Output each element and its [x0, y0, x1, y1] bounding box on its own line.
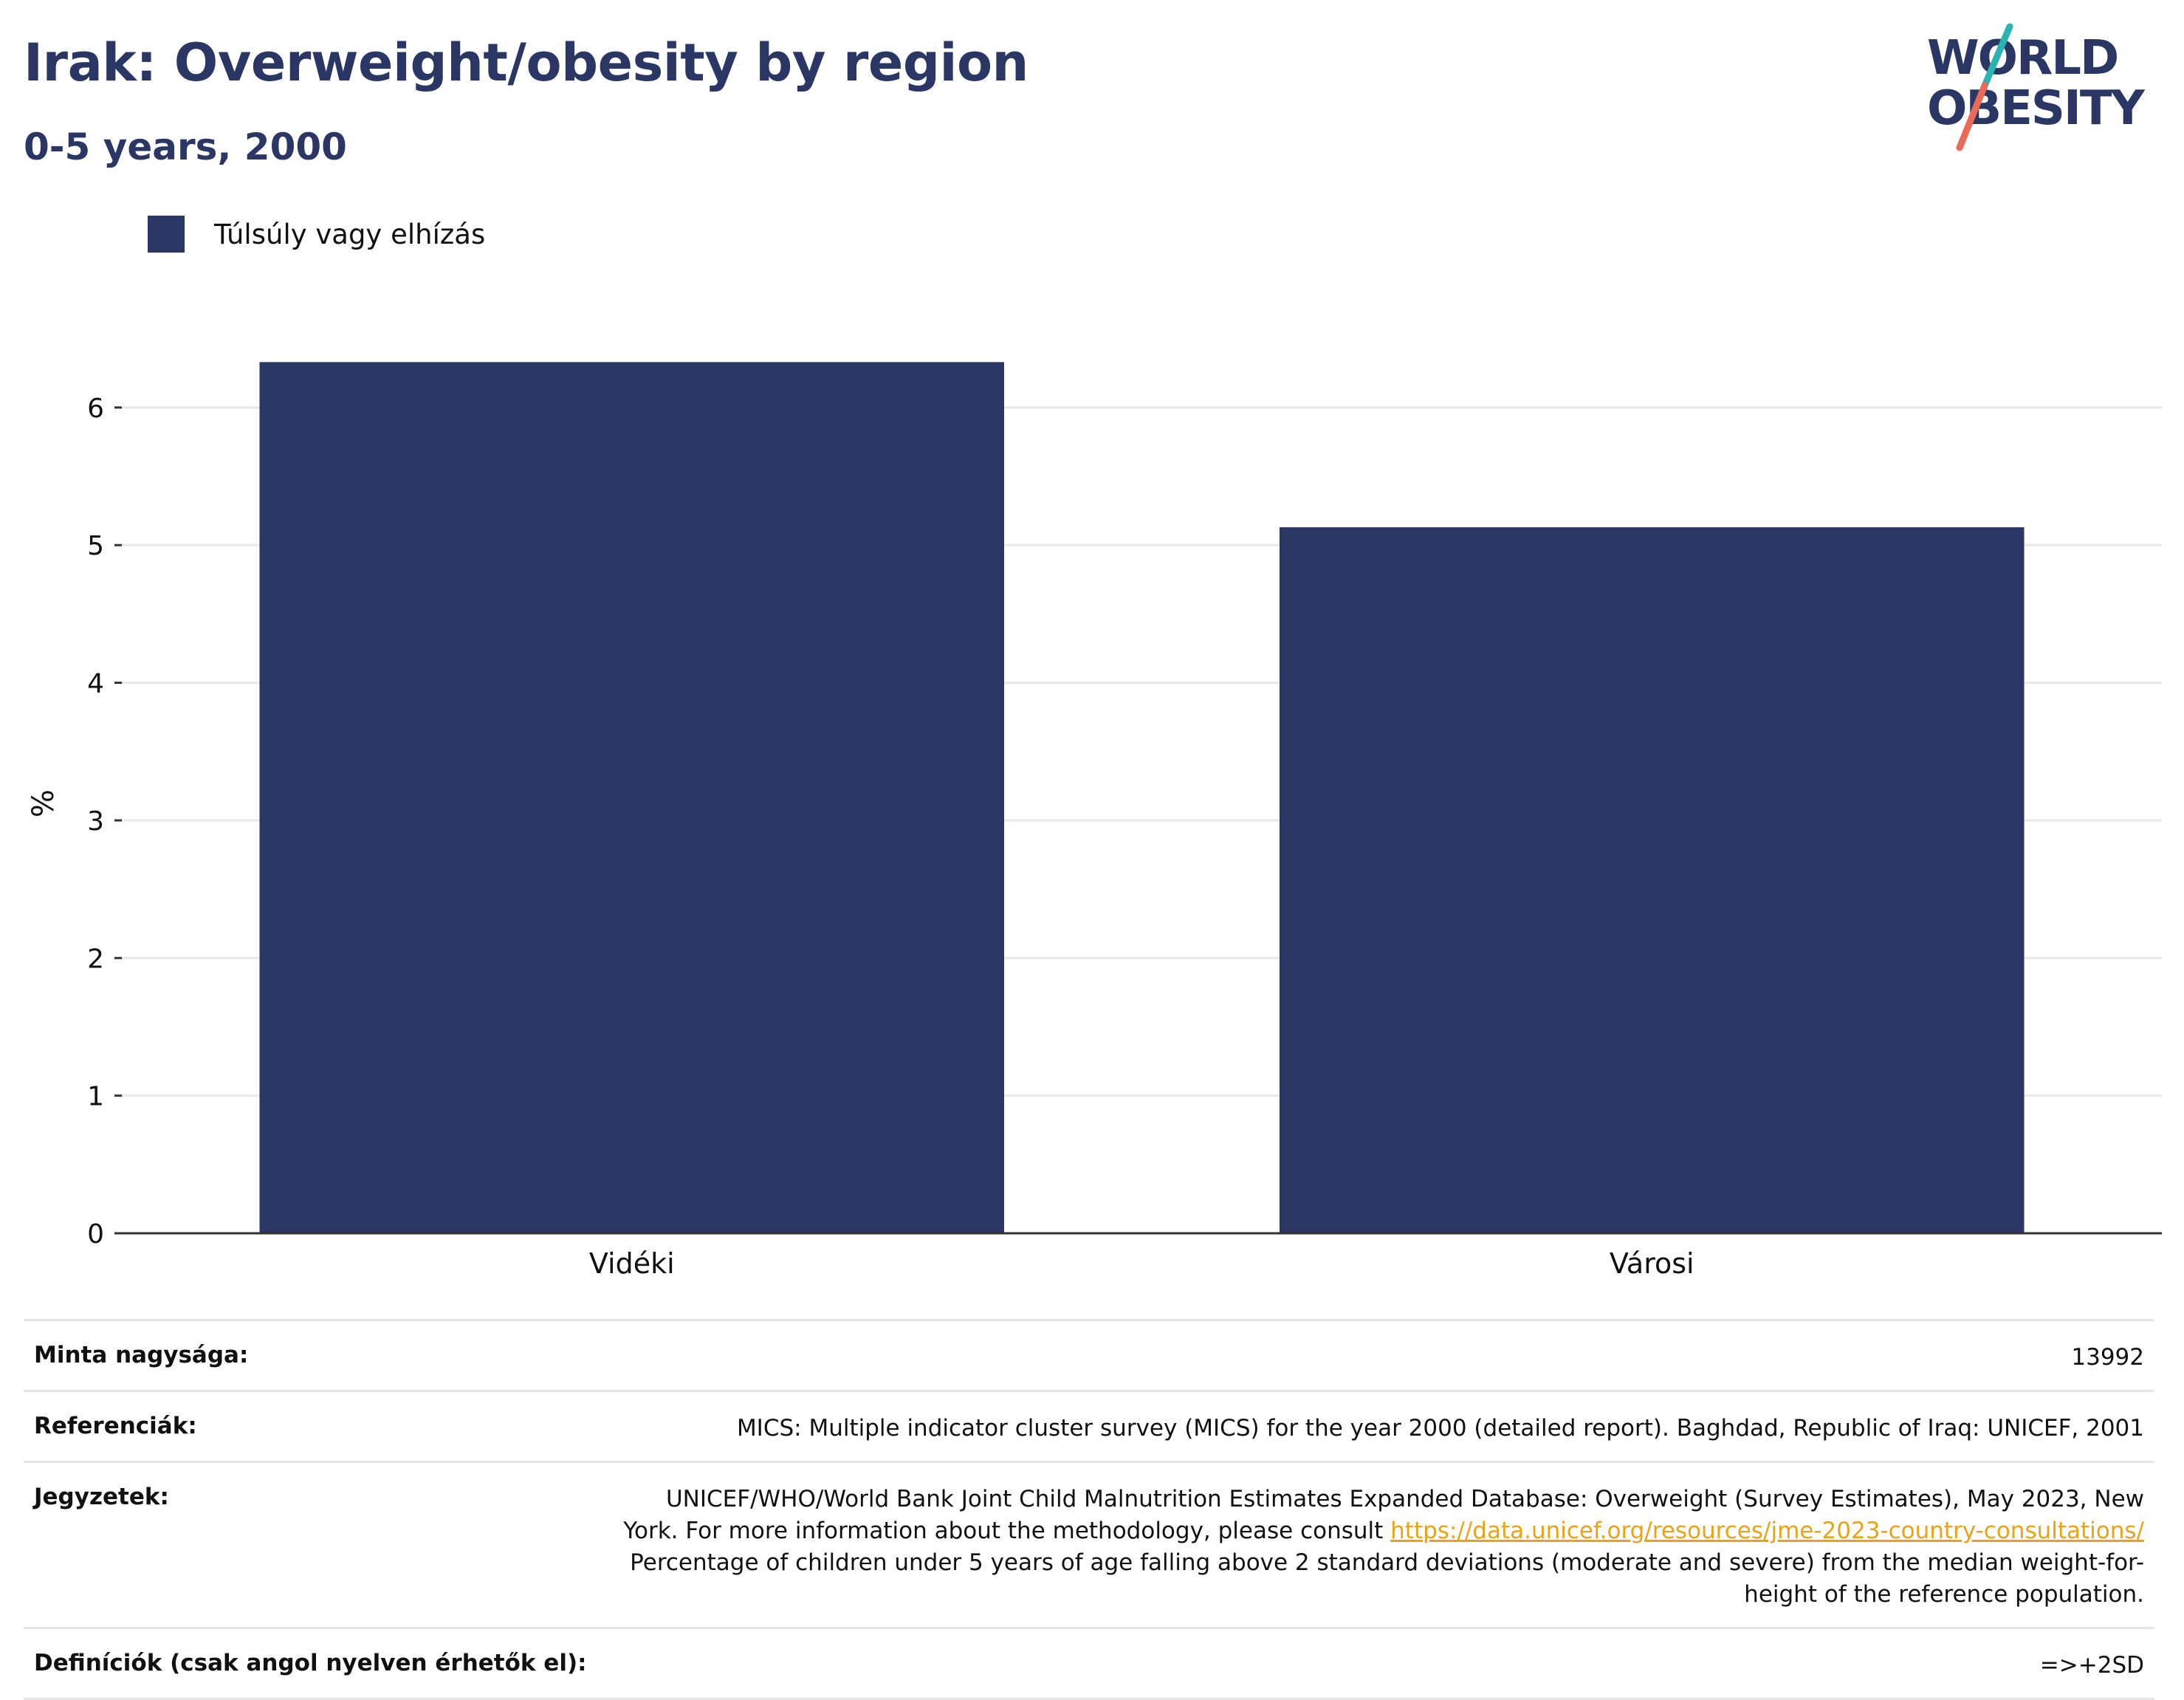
info-row-notes: Jegyzetek: UNICEF/WHO/World Bank Joint C… — [24, 1461, 2154, 1627]
info-row-references: Referenciák: MICS: Multiple indicator cl… — [24, 1390, 2154, 1461]
info-row-sample: Minta nagysága: 13992 — [24, 1319, 2154, 1390]
chart-legend[interactable]: Túlsúly vagy elhízás — [148, 216, 485, 253]
y-tick-label: 6 — [87, 394, 104, 424]
axes — [114, 406, 2162, 1235]
sample-size-value: 13992 — [2071, 1344, 2144, 1371]
logo-slash-bottom — [1956, 82, 1988, 151]
notes-value: UNICEF/WHO/World Bank Joint Child Malnut… — [608, 1484, 2144, 1611]
y-tick-label: 4 — [87, 669, 104, 699]
y-tick-label: 2 — [87, 944, 104, 974]
world-obesity-logo: WORLD OBESITY — [1927, 23, 2146, 151]
page-subtitle: 0-5 years, 2000 — [24, 126, 347, 168]
notes-text-after: Percentage of children under 5 years of … — [630, 1549, 2144, 1608]
notes-text-before: UNICEF/WHO/World Bank Joint Child Malnut… — [623, 1486, 2144, 1544]
x-category-label: Városi — [1610, 1247, 1694, 1280]
y-tick-label: 0 — [87, 1219, 104, 1250]
references-label: Referenciák: — [34, 1413, 197, 1439]
definitions-value: =>+2SD — [2039, 1652, 2144, 1679]
y-tick-label: 1 — [87, 1082, 104, 1112]
info-row-definitions: Definíciók (csak angol nyelven érhetők e… — [24, 1627, 2154, 1700]
info-table: Minta nagysága: 13992 Referenciák: MICS:… — [24, 1319, 2154, 1700]
references-value: MICS: Multiple indicator cluster survey … — [736, 1415, 2144, 1442]
page-title: Irak: Overweight/obesity by region — [24, 32, 1029, 93]
bar-chart: 0 1 2 3 4 5 6 Vidéki Városi % — [27, 362, 2162, 1280]
notes-label: Jegyzetek: — [34, 1484, 169, 1510]
bar-2[interactable] — [1280, 527, 2025, 1233]
legend-label: Túlsúly vagy elhízás — [214, 218, 486, 250]
logo-text-world: WORLD — [1927, 31, 2118, 86]
legend-swatch — [148, 216, 185, 253]
notes-link[interactable]: https://data.unicef.org/resources/jme-20… — [1390, 1518, 2144, 1544]
y-tick-label: 5 — [87, 531, 104, 561]
bar-1[interactable] — [259, 362, 1004, 1234]
definitions-label: Definíciók (csak angol nyelven érhetők e… — [34, 1650, 587, 1676]
sample-size-label: Minta nagysága: — [34, 1342, 249, 1368]
logo-slash-top — [1981, 23, 2013, 89]
bars — [259, 362, 2025, 1234]
x-category-label: Vidéki — [589, 1247, 675, 1280]
axis-labels: 0 1 2 3 4 5 6 Vidéki Városi — [87, 394, 1694, 1280]
logo-text-obesity: OBESITY — [1927, 81, 2145, 136]
y-tick-label: 3 — [87, 806, 104, 837]
y-axis-label: % — [27, 789, 61, 818]
